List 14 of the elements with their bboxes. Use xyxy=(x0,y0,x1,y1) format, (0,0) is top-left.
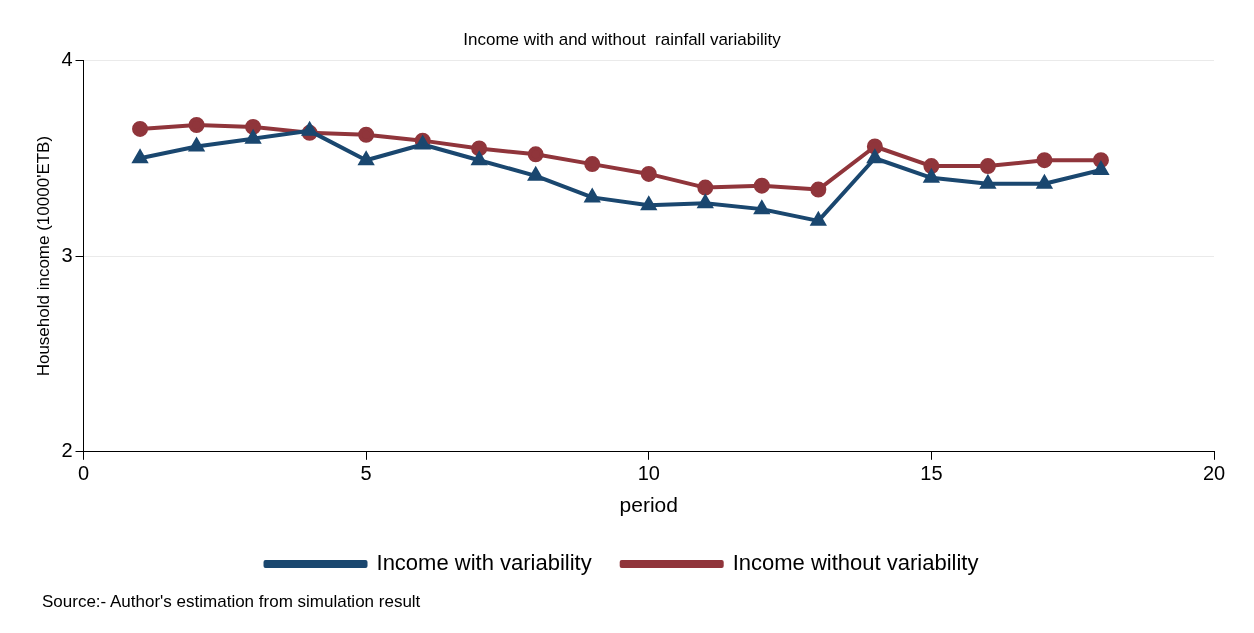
x-tick-label: 10 xyxy=(637,462,660,485)
y-tick-label: 4 xyxy=(61,47,73,70)
x-tick-label: 20 xyxy=(1202,462,1226,485)
legend-label: Income without variability xyxy=(732,550,979,576)
y-axis-title: Household income (10000'ETB) xyxy=(33,135,53,377)
x-tick-label: 15 xyxy=(920,462,943,485)
legend-label: Income with variability xyxy=(376,550,592,576)
x-tick-label: 5 xyxy=(360,462,372,485)
x-tick-label: 0 xyxy=(77,462,90,485)
source-note: Source:- Author's estimation from simulation result xyxy=(42,592,421,612)
y-tick-label: 2 xyxy=(61,439,73,462)
y-tick-label: 3 xyxy=(61,243,73,266)
chart-title: Income with and without rainfall variability xyxy=(463,29,782,49)
x-axis-title: period xyxy=(619,493,678,517)
